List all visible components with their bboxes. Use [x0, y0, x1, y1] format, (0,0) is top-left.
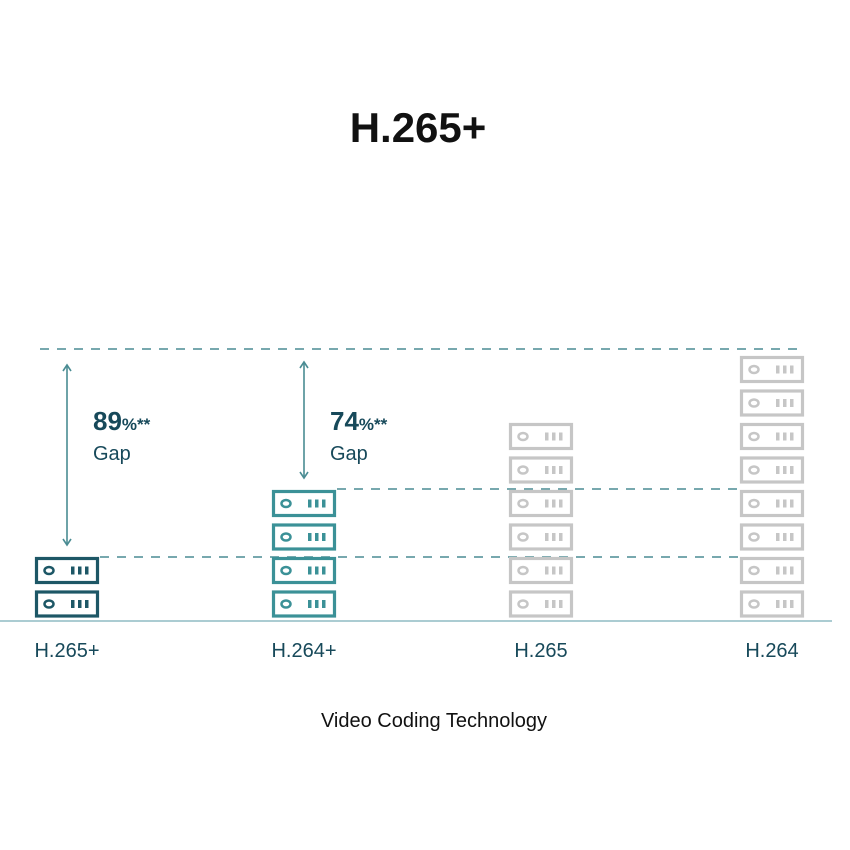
server-icon	[271, 556, 337, 585]
server-icon	[508, 456, 574, 484]
server-icon	[508, 489, 574, 518]
server-icon	[739, 523, 805, 551]
arrow-head-down-icon	[62, 538, 72, 547]
server-icon	[508, 590, 574, 618]
server-icon	[739, 556, 805, 585]
server-icon	[739, 489, 805, 518]
arrow-head-down-icon	[299, 471, 309, 480]
category-label: H.265+	[34, 640, 99, 662]
server-icon	[34, 556, 100, 585]
server-icon	[508, 422, 574, 451]
server-icon	[739, 389, 805, 417]
server-icon	[271, 590, 337, 618]
server-icon	[739, 590, 805, 618]
server-icon	[739, 355, 805, 384]
chart-title: H.265+	[349, 104, 487, 151]
category-label: H.264	[745, 640, 798, 662]
server-icon	[508, 523, 574, 551]
server-icon	[508, 556, 574, 585]
server-icon	[271, 489, 337, 518]
gap-label: Gap	[330, 443, 368, 465]
gap-percent: 74%**	[330, 406, 388, 436]
server-icon	[34, 590, 100, 618]
x-axis-label: Video Coding Technology	[320, 710, 548, 732]
category-label: H.264+	[271, 640, 336, 662]
category-label: H.265	[514, 640, 567, 662]
server-icon	[739, 456, 805, 484]
gap-label: Gap	[93, 443, 131, 465]
gap-percent: 89%**	[93, 406, 151, 436]
server-icon	[271, 523, 337, 551]
arrow-head-up-icon	[299, 360, 309, 369]
arrow-head-up-icon	[62, 363, 72, 372]
server-icon	[739, 422, 805, 451]
